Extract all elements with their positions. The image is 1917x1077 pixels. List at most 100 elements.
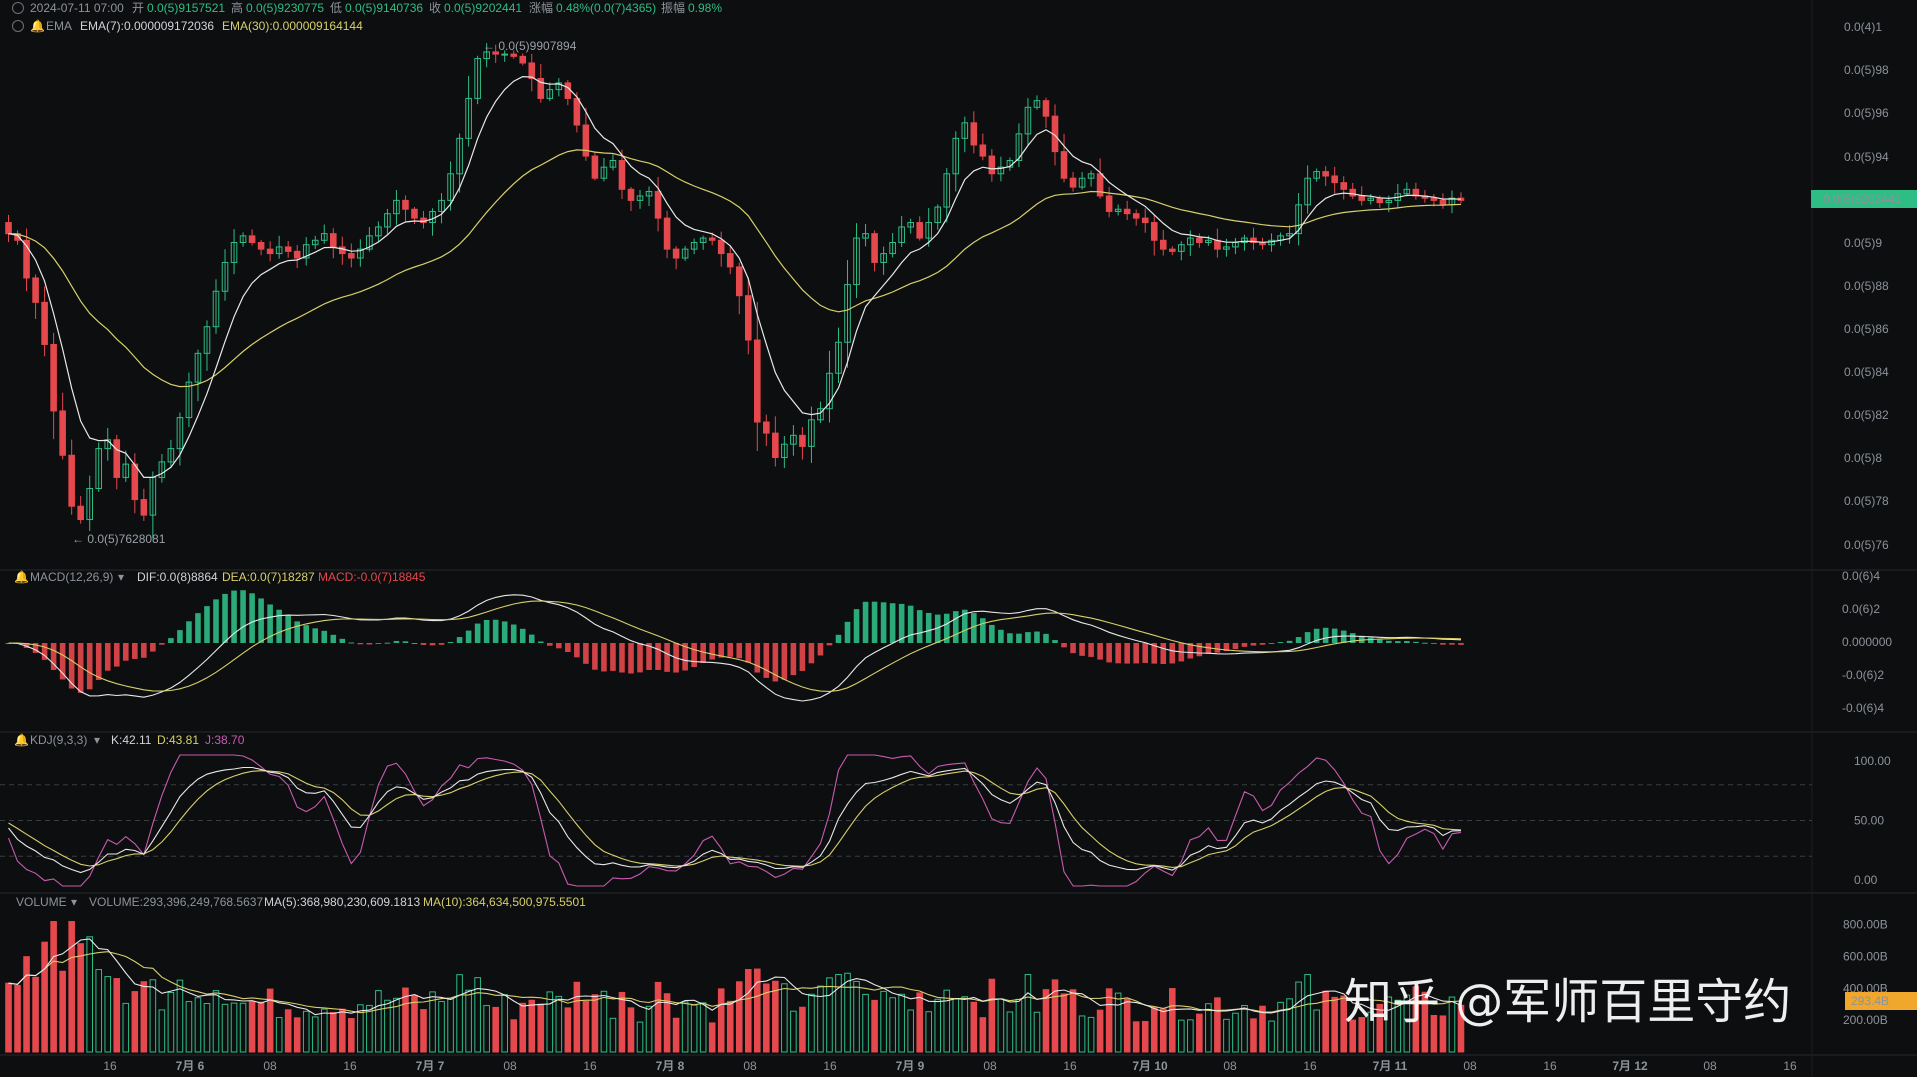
candle <box>1349 182 1357 199</box>
svg-text:涨幅0.48%(0.0(7)4365): 涨幅 0.48%(0.0(7)4365) <box>529 0 656 15</box>
time-tick-label: 16 <box>1543 1059 1557 1073</box>
candle <box>645 186 653 207</box>
candle <box>1132 209 1140 226</box>
header-open-label: 开 <box>132 1 144 15</box>
header-change-label: 涨幅 <box>529 0 553 15</box>
candle <box>537 63 545 103</box>
volume-tick-label: 600.00B <box>1843 950 1888 964</box>
macd-tick-label: 0.0(6)4 <box>1842 569 1880 583</box>
kdj-axis: 100.00 50.00 0.00 <box>1854 754 1891 887</box>
candle <box>1015 123 1023 168</box>
kdj-k: K:42.11 <box>111 733 152 747</box>
candle <box>1105 186 1113 218</box>
candle <box>744 277 752 355</box>
price-tick-label: 0.0(5)86 <box>1844 322 1889 336</box>
header-high-label: 高 <box>231 0 243 15</box>
time-tick-label: 7月 11 <box>1373 1059 1408 1073</box>
candle <box>916 216 923 241</box>
candle <box>708 232 716 246</box>
candle <box>158 453 166 483</box>
candle <box>501 50 508 62</box>
low-price-marker: ← 0.0(5)7628081 <box>72 532 166 546</box>
candle <box>681 246 689 261</box>
candle <box>690 238 698 255</box>
volume-tick-label: 400.00B <box>1843 981 1888 995</box>
candle <box>465 75 472 147</box>
volume-tick-label: 800.00B <box>1843 918 1888 932</box>
dropdown-icon[interactable]: ▾ <box>71 895 77 909</box>
price-axis: 0.0(4)1 0.0(5)98 0.0(5)96 0.0(5)94 0.0(5)9 0.… <box>1844 20 1889 552</box>
kdj-pane[interactable] <box>0 754 1812 887</box>
candle <box>1069 171 1077 192</box>
candle <box>194 349 202 402</box>
candle <box>735 262 743 315</box>
candle <box>528 53 536 92</box>
candle <box>1150 215 1158 256</box>
candle <box>1024 98 1032 145</box>
volume-label: VOLUME <box>16 895 67 909</box>
candlesticks[interactable] <box>5 43 1465 539</box>
time-tick-label: 08 <box>983 1059 997 1073</box>
candle <box>772 416 779 467</box>
candle <box>1322 166 1329 186</box>
candle <box>591 151 599 181</box>
candle <box>1141 208 1149 233</box>
collapse-icon[interactable] <box>12 2 24 14</box>
candle <box>456 133 463 193</box>
price-tick-label: 0.0(5)98 <box>1844 63 1889 77</box>
candle <box>375 221 382 242</box>
candle <box>988 149 996 182</box>
kdj-j: J:38.70 <box>205 733 245 747</box>
candle <box>826 350 833 423</box>
candle <box>1286 225 1293 244</box>
candle <box>754 302 761 451</box>
candle <box>41 286 48 357</box>
candle <box>1042 97 1050 128</box>
candle <box>898 216 905 247</box>
candle <box>627 186 635 211</box>
candle <box>212 279 220 334</box>
svg-text:收0.0(5)9202441: 收 0.0(5)9202441 <box>429 1 522 15</box>
kdj-d-line <box>8 770 1462 868</box>
candle <box>1087 170 1095 187</box>
candle <box>618 149 626 200</box>
kdj-d: D:43.81 <box>157 733 199 747</box>
kdj-k-line <box>8 766 1462 874</box>
macd-tick-label: -0.0(6)2 <box>1842 668 1884 682</box>
header-high: 0.0(5)9230775 <box>246 1 324 15</box>
svg-text:低0.0(5)9140736: 低 0.0(5)9140736 <box>330 1 423 15</box>
ema30-value: EMA(30):0.000009164144 <box>222 19 363 33</box>
dropdown-icon[interactable]: ▾ <box>94 733 100 747</box>
candle <box>293 245 301 269</box>
time-tick-label: 08 <box>1463 1059 1477 1073</box>
candle <box>357 239 364 267</box>
candle <box>1078 172 1086 190</box>
candle <box>717 231 725 267</box>
time-tick-label: 16 <box>343 1059 357 1073</box>
macd-pane[interactable] <box>5 590 1464 702</box>
dropdown-icon[interactable]: ▾ <box>118 570 124 584</box>
candle <box>519 53 527 66</box>
candle <box>654 176 662 232</box>
candle <box>808 406 815 463</box>
price-tick-label: 0.0(5)76 <box>1844 538 1889 552</box>
volume-header: VOLUME ▾ VOLUME:293,396,249,768.5637MA(5… <box>16 895 586 909</box>
candle <box>393 189 400 225</box>
candle <box>311 235 319 249</box>
volume-pane[interactable] <box>5 921 1465 1053</box>
candle <box>68 439 75 515</box>
price-pane[interactable] <box>5 43 1465 539</box>
candle <box>1250 227 1257 250</box>
header-low-label: 低 <box>330 1 342 15</box>
collapse-icon[interactable] <box>12 20 24 32</box>
ema-label: EMA <box>46 19 72 33</box>
candle <box>889 232 896 258</box>
svg-text:🔔MACD(12,26,9): 🔔MACD(12,26,9) <box>14 570 113 584</box>
svg-text:VOLUME:293,396,249,768.5637MA(: VOLUME:293,396,249,768.5637MA(5):368,980… <box>89 895 586 909</box>
candle <box>925 208 933 247</box>
volume-tick-label: 200.00B <box>1843 1013 1888 1027</box>
time-tick-label: 08 <box>1703 1059 1717 1073</box>
